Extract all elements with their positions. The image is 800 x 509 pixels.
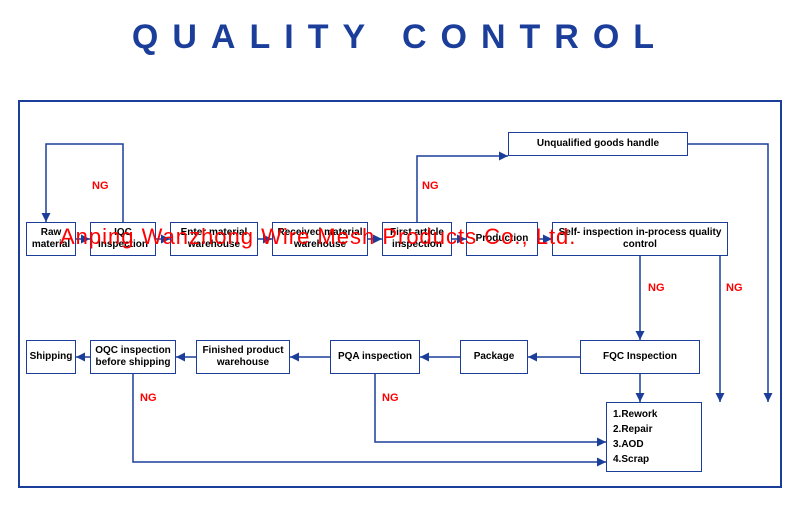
ng-label-unqual-right: NG	[726, 282, 743, 294]
ng-label-pqa: NG	[382, 392, 399, 404]
node-fqc: FQC Inspection	[580, 340, 700, 374]
final-aod: 3.AOD	[613, 437, 695, 452]
final-rework: 1.Rework	[613, 407, 695, 422]
ng-label-iqc: NG	[92, 180, 109, 192]
ng-label-oqc: NG	[140, 392, 157, 404]
node-shipping: Shipping	[26, 340, 76, 374]
node-unqualified: Unqualified goods handle	[508, 132, 688, 156]
node-self-inspection: Self- inspection in-process quality cont…	[552, 222, 728, 256]
node-package: Package	[460, 340, 528, 374]
node-final-disposition: 1.Rework 2.Repair 3.AOD 4.Scrap	[606, 402, 702, 472]
page-title: QUALITY CONTROL	[0, 0, 800, 57]
final-repair: 2.Repair	[613, 422, 695, 437]
flowchart-container: Unqualified goods handle Raw material IQ…	[18, 100, 782, 488]
node-finished-warehouse: Finished product warehouse	[196, 340, 290, 374]
node-oqc: OQC inspection before shipping	[90, 340, 176, 374]
node-pqa: PQA inspection	[330, 340, 420, 374]
final-scrap: 4.Scrap	[613, 452, 695, 467]
watermark-text: Anping Wanzhong Wire Mesh Products Co., …	[60, 224, 576, 250]
ng-label-self-insp: NG	[648, 282, 665, 294]
ng-label-first-article: NG	[422, 180, 439, 192]
